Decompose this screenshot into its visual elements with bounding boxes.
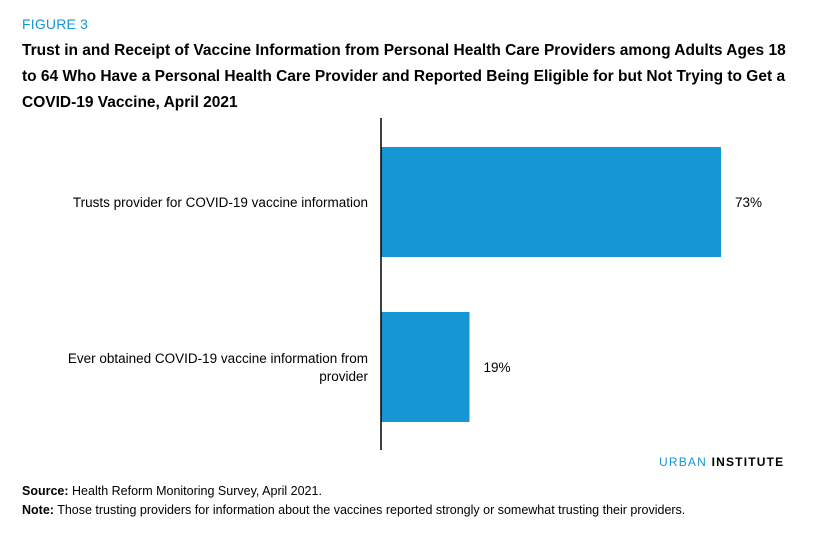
source-text: Health Reform Monitoring Survey, April 2… [72, 484, 322, 498]
source-key: Source: [22, 484, 69, 498]
chart-title: Trust in and Receipt of Vaccine Informat… [22, 42, 786, 111]
value-label-1: 73% [735, 195, 762, 210]
urban-institute-logo: URBAN INSTITUTE [659, 455, 784, 469]
bar-chart: 73% Trusts provider for COVID-19 vaccine … [68, 118, 762, 450]
category-label-1: Trusts provider for COVID-19 vaccine inf… [73, 195, 368, 210]
brand-part-institute: INSTITUTE [711, 455, 785, 469]
category-label-2: Ever obtained COVID-19 vaccine informati… [68, 351, 369, 384]
figure-label: FIGURE 3 [22, 16, 89, 32]
note-text: Those trusting providers for information… [57, 503, 686, 517]
note-key: Note: [22, 503, 54, 517]
source-note: Source: Health Reform Monitoring Survey,… [22, 482, 802, 500]
brand-part-urban: URBAN [659, 455, 708, 469]
note: Note: Those trusting providers for infor… [22, 501, 802, 519]
bar-1 [381, 147, 721, 257]
value-label-2: 19% [483, 360, 510, 375]
bar-2 [381, 312, 470, 422]
